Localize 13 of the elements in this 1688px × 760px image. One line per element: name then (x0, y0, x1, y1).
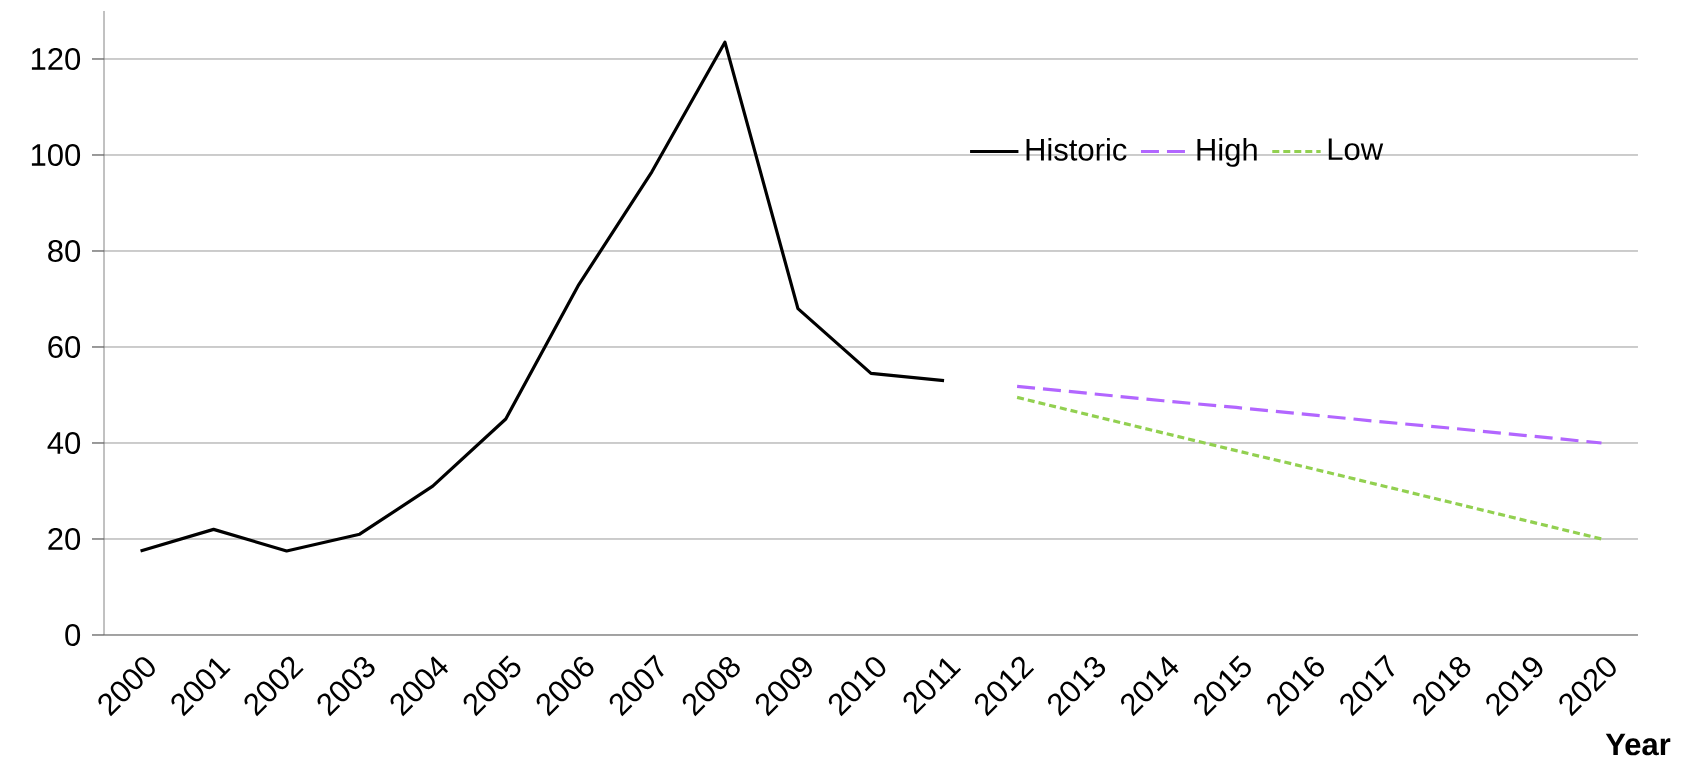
line-series (1015, 395, 1604, 541)
legend-label: High (1197, 137, 1257, 167)
y-tick-label: 60 (48, 336, 81, 358)
line-series (138, 40, 946, 553)
y-tick-label: 20 (48, 528, 81, 550)
y-tick-label: 100 (31, 144, 81, 166)
x-axis-title: Year (1605, 733, 1671, 756)
legend-label: Historic (1026, 137, 1127, 161)
y-tick-label: 0 (65, 624, 81, 646)
y-tick-label: 80 (48, 240, 81, 262)
legend-label: Low (1328, 138, 1384, 161)
y-tick-label: 40 (47, 432, 81, 454)
y-tick-label: 120 (31, 48, 81, 70)
